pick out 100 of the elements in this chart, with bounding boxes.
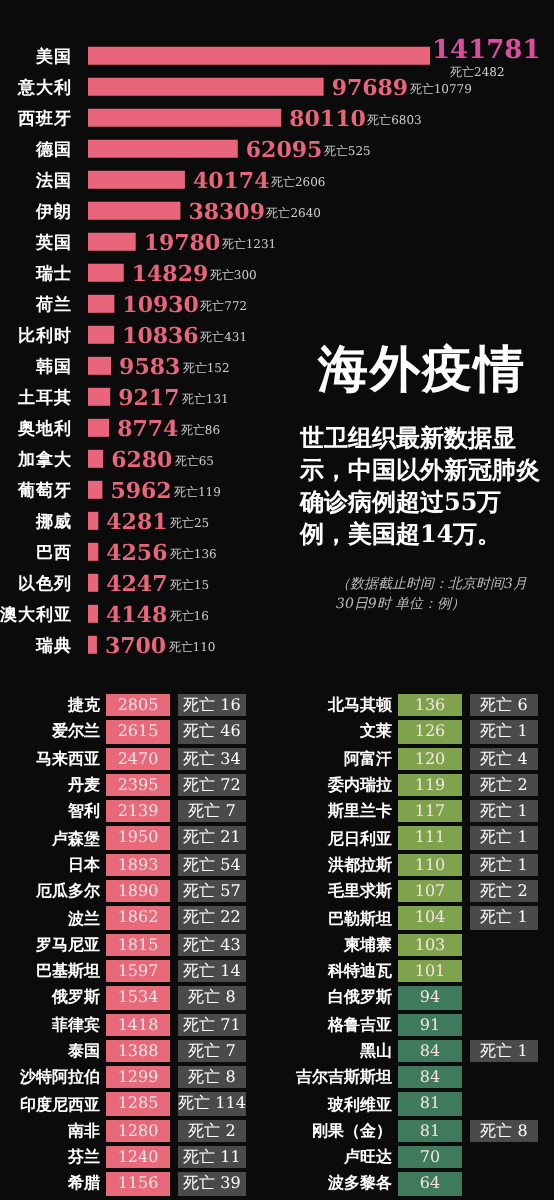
data-label: 91 [398, 1013, 462, 1036]
category-label: 巴勒斯坦 [326, 907, 394, 930]
data-label: 103 [398, 933, 462, 956]
y-tick-label: 美国 [34, 45, 72, 68]
y-tick-label: 比利时 [18, 324, 72, 347]
category-label: 毛里求斯 [326, 880, 394, 903]
data-label: 死亡 2 [470, 773, 538, 797]
category-label: 柬埔寨 [342, 933, 394, 956]
category-label: 黑山 [358, 1040, 394, 1062]
data-label: 死亡 16 [178, 694, 246, 717]
data-label: 死亡 7 [178, 800, 246, 823]
data-label: 1890 [106, 880, 170, 903]
y-tick-label: 以色列 [18, 572, 72, 595]
data-label: 4148 [106, 601, 168, 628]
y-tick-label: 瑞士 [34, 262, 72, 285]
y-tick-label: 挪威 [34, 510, 72, 533]
y-tick-label: 意大利 [16, 76, 72, 99]
data-label: 126 [398, 720, 462, 744]
data-label: 1862 [106, 906, 170, 930]
category-label: 希腊 [66, 1172, 102, 1195]
category-label: 斯里兰卡 [326, 800, 394, 823]
data-label: 119 [398, 773, 462, 797]
category-label: 白俄罗斯 [326, 986, 394, 1009]
data-label: 110 [398, 853, 462, 877]
bar [88, 449, 104, 468]
data-label: 死亡 22 [178, 906, 246, 930]
data-label: 141781 [432, 35, 541, 66]
data-label: 死亡 72 [178, 773, 246, 797]
data-label: 70 [398, 1146, 462, 1169]
data-label: 1815 [106, 933, 170, 956]
category-label: 芬兰 [66, 1146, 102, 1169]
category-label: 洪都拉斯 [326, 853, 394, 876]
y-tick-label: 韩国 [34, 355, 72, 378]
y-tick-label: 澳大利亚 [0, 603, 72, 626]
category-label: 玻利维亚 [325, 1093, 394, 1116]
data-label: 107 [398, 880, 462, 903]
bar [88, 46, 430, 65]
data-label: 死亡 8 [178, 986, 246, 1010]
category-label: 沙特阿拉伯 [18, 1066, 102, 1089]
data-label: 死亡 114 [178, 1092, 246, 1116]
category-label: 委内瑞拉 [326, 774, 394, 797]
bar [88, 232, 136, 251]
category-label: 卢旺达 [342, 1146, 394, 1169]
bar [88, 635, 97, 654]
data-label: 死亡 57 [178, 880, 246, 903]
data-label: 1950 [106, 826, 170, 850]
data-label: 111 [398, 826, 462, 850]
data-label: 死亡 8 [178, 1066, 246, 1089]
category-label: 吉尔吉斯斯坦 [294, 1066, 394, 1089]
data-label: 120 [398, 747, 462, 770]
data-label: 10836 [122, 322, 200, 349]
bar [88, 263, 124, 282]
y-tick-label: 葡萄牙 [16, 479, 72, 502]
data-label: 38309 [188, 198, 265, 225]
data-label: 4256 [106, 539, 169, 566]
y-tick-label: 法国 [34, 169, 72, 192]
y-tick-label: 奥地利 [16, 417, 72, 440]
data-label: 10930 [122, 291, 200, 318]
bar [88, 480, 103, 499]
data-label: 1418 [106, 1013, 170, 1036]
category-label: 格鲁吉亚 [325, 1013, 394, 1036]
category-label: 马来西亚 [34, 747, 102, 770]
data-label: 死亡 8 [470, 1119, 538, 1143]
category-label: 波兰 [66, 907, 102, 930]
data-label: 死亡 71 [178, 1013, 246, 1036]
data-label: 死亡 34 [178, 747, 246, 770]
category-label: 波多黎各 [326, 1172, 394, 1195]
y-tick-label: 瑞典 [34, 634, 72, 657]
data-label: 9583 [119, 353, 181, 380]
category-label: 阿富汗 [342, 747, 394, 770]
data-label: 6280 [111, 446, 174, 473]
category-label: 巴基斯坦 [34, 960, 102, 983]
data-label: 84 [398, 1066, 462, 1089]
data-label: 2395 [106, 773, 170, 797]
data-label: 2615 [106, 720, 170, 744]
data-label: 死亡 7 [178, 1039, 246, 1063]
data-label: 81 [398, 1119, 462, 1143]
data-label: 死亡 54 [178, 853, 246, 877]
data-label: 1534 [106, 986, 170, 1010]
data-label: 死亡 14 [178, 959, 246, 983]
bar [88, 604, 99, 623]
data-label: 80110 [289, 105, 367, 132]
category-label: 俄罗斯 [49, 986, 102, 1009]
data-label: 84 [398, 1039, 462, 1063]
y-tick-label: 加拿大 [16, 448, 74, 471]
data-label: 死亡 1 [470, 853, 538, 877]
category-label: 厄瓜多尔 [34, 880, 102, 903]
category-label: 丹麦 [66, 774, 102, 797]
bar [88, 139, 238, 158]
data-label: 死亡 6 [470, 694, 538, 717]
data-label: 101 [398, 959, 462, 983]
data-label: 死亡 1 [470, 826, 538, 850]
y-tick-label: 荷兰 [34, 293, 72, 316]
data-label: 1280 [106, 1119, 170, 1143]
data-label: 19780 [143, 229, 221, 256]
data-label: 死亡 1 [470, 1039, 538, 1063]
category-label: 泰国 [66, 1040, 102, 1062]
category-label: 菲律宾 [50, 1013, 102, 1036]
data-label: 死亡 39 [178, 1172, 246, 1196]
data-label: 1156 [106, 1172, 170, 1196]
